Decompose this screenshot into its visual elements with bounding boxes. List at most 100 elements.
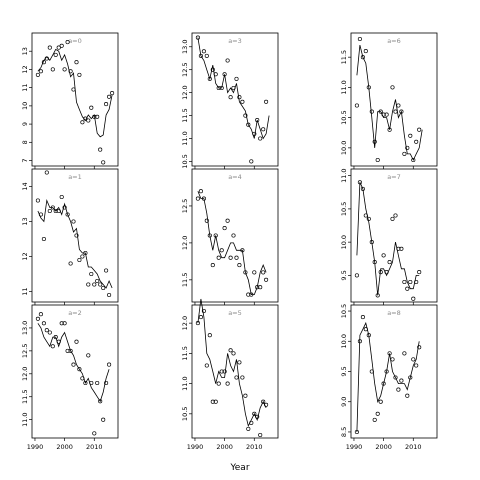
y-tick-label: 12.5 bbox=[181, 62, 189, 76]
data-point bbox=[372, 260, 377, 265]
y-tick-label: 12.5 bbox=[181, 199, 189, 213]
data-point bbox=[53, 335, 58, 340]
data-point bbox=[38, 212, 43, 217]
data-point bbox=[396, 387, 401, 392]
x-tick-label: 2000 bbox=[56, 443, 73, 451]
panel-a5: a=5 10.5 11.0 11.5 12.0 1990 2000 2010 bbox=[181, 298, 279, 451]
data-point bbox=[104, 102, 109, 107]
data-point bbox=[53, 208, 58, 214]
data-point bbox=[372, 417, 377, 422]
series-line bbox=[356, 45, 423, 161]
data-point bbox=[101, 417, 106, 422]
data-point bbox=[59, 43, 64, 48]
data-point bbox=[50, 344, 55, 349]
data-point bbox=[246, 292, 251, 297]
data-point bbox=[360, 55, 365, 60]
data-point bbox=[65, 212, 70, 217]
data-point bbox=[387, 260, 392, 265]
data-point bbox=[92, 114, 97, 119]
y-tick-label: 12 bbox=[21, 252, 29, 260]
data-point bbox=[357, 180, 362, 185]
data-point bbox=[50, 67, 55, 72]
panel-frame bbox=[350, 304, 438, 439]
data-point bbox=[255, 118, 260, 123]
data-point bbox=[219, 248, 224, 253]
data-point bbox=[252, 411, 257, 416]
data-point bbox=[237, 360, 242, 365]
data-point bbox=[89, 271, 94, 277]
series-line bbox=[37, 48, 113, 138]
y-tick-label: 10.5 bbox=[340, 202, 348, 216]
data-point bbox=[35, 316, 40, 321]
data-point bbox=[80, 120, 85, 125]
data-point bbox=[104, 380, 109, 386]
data-point bbox=[261, 399, 266, 404]
data-point bbox=[86, 118, 91, 123]
panel-label: a=5 bbox=[228, 309, 242, 317]
data-point bbox=[405, 286, 410, 291]
panel-label: a=8 bbox=[387, 309, 401, 317]
data-point bbox=[402, 151, 407, 156]
panel-label: a=1 bbox=[68, 173, 82, 181]
data-point bbox=[399, 109, 404, 114]
series-line bbox=[197, 37, 270, 140]
data-point bbox=[258, 432, 263, 438]
data-point bbox=[225, 218, 230, 223]
data-point bbox=[414, 279, 419, 285]
data-point bbox=[213, 72, 218, 77]
data-point bbox=[53, 52, 58, 57]
panel-label: a=6 bbox=[387, 37, 401, 45]
y-tick-label: 10.0 bbox=[340, 334, 348, 348]
y-tick-label: 14 bbox=[21, 182, 29, 190]
y-tick-label: 9.0 bbox=[340, 397, 348, 407]
data-point bbox=[216, 255, 221, 260]
y-tick-label: 7 bbox=[21, 158, 29, 162]
data-point bbox=[240, 248, 245, 253]
data-point bbox=[249, 159, 254, 164]
data-point bbox=[402, 351, 407, 356]
data-point bbox=[264, 277, 269, 282]
data-point bbox=[68, 261, 73, 266]
series-line bbox=[37, 323, 110, 403]
data-point bbox=[402, 279, 407, 285]
panel-frame bbox=[31, 32, 119, 167]
data-point bbox=[207, 76, 212, 81]
panel-label: a=4 bbox=[228, 173, 242, 181]
data-point bbox=[219, 85, 224, 91]
data-point bbox=[195, 196, 200, 201]
panel-a4: a=4 11.5 12.0 12.5 bbox=[181, 168, 279, 305]
data-point bbox=[354, 429, 359, 435]
data-point bbox=[83, 250, 88, 256]
y-tick-label: 12 bbox=[21, 65, 29, 73]
data-point bbox=[231, 233, 236, 238]
data-point bbox=[261, 127, 266, 132]
data-point bbox=[246, 426, 251, 431]
data-point bbox=[264, 99, 269, 104]
data-point bbox=[249, 292, 254, 297]
data-point bbox=[372, 139, 377, 144]
data-point bbox=[357, 36, 362, 42]
data-point bbox=[110, 91, 115, 96]
data-point bbox=[59, 194, 64, 200]
y-tick-label: 9.5 bbox=[340, 270, 348, 280]
data-point bbox=[246, 122, 251, 127]
data-point bbox=[375, 157, 380, 163]
data-point bbox=[366, 85, 371, 90]
y-tick-label: 13.0 bbox=[181, 40, 189, 54]
data-point bbox=[38, 312, 43, 317]
data-point bbox=[243, 393, 248, 398]
data-point bbox=[366, 333, 371, 338]
data-point bbox=[216, 381, 221, 386]
data-point bbox=[210, 263, 215, 268]
data-point bbox=[414, 363, 419, 368]
x-tick-label: 2000 bbox=[216, 443, 233, 451]
series-line bbox=[356, 321, 420, 433]
data-point bbox=[207, 333, 212, 338]
data-point bbox=[369, 369, 374, 374]
x-tick-label: 2010 bbox=[86, 443, 103, 451]
y-tick-label: 12.0 bbox=[21, 367, 29, 381]
data-point bbox=[65, 40, 70, 45]
data-point bbox=[240, 99, 245, 104]
data-point bbox=[225, 381, 230, 386]
data-point bbox=[35, 72, 40, 77]
